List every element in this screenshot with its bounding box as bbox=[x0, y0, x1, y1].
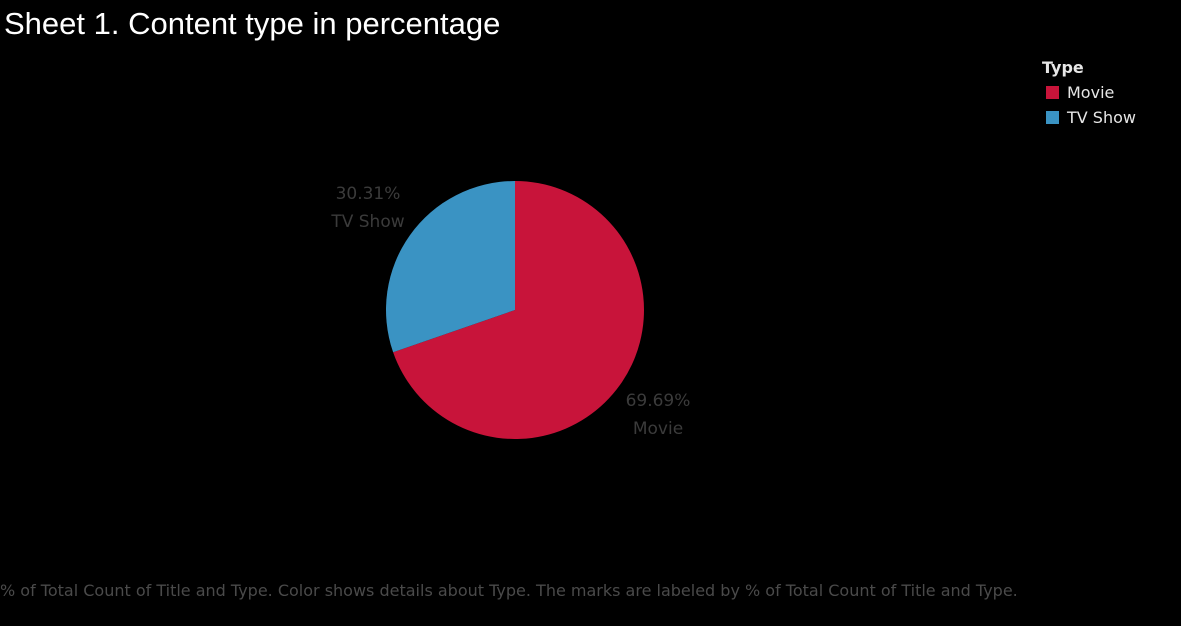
legend-swatch-movie bbox=[1046, 86, 1059, 99]
chart-title: Sheet 1. Content type in percentage bbox=[4, 6, 501, 41]
legend-item-tv-show[interactable]: TV Show bbox=[1042, 105, 1136, 130]
pie-slice-movie[interactable] bbox=[393, 181, 644, 439]
chart-caption: % of Total Count of Title and Type. Colo… bbox=[0, 581, 1018, 600]
pie-chart: 69.69% Movie 30.31% TV Show bbox=[330, 181, 691, 439]
slice-label-movie-name: Movie bbox=[633, 419, 683, 439]
legend-label-movie: Movie bbox=[1067, 83, 1115, 102]
legend: Type Movie TV Show bbox=[1042, 58, 1136, 130]
pie-slice-tv-show[interactable] bbox=[385, 181, 515, 353]
legend-swatch-tv-show bbox=[1046, 111, 1059, 124]
slice-label-tv-show-percent: 30.31% bbox=[336, 184, 401, 204]
legend-title: Type bbox=[1042, 58, 1084, 77]
slice-label-tv-show-name: TV Show bbox=[330, 212, 404, 232]
legend-label-tv-show: TV Show bbox=[1067, 108, 1136, 127]
slice-label-movie-percent: 69.69% bbox=[626, 391, 691, 411]
legend-item-movie[interactable]: Movie bbox=[1042, 80, 1136, 105]
